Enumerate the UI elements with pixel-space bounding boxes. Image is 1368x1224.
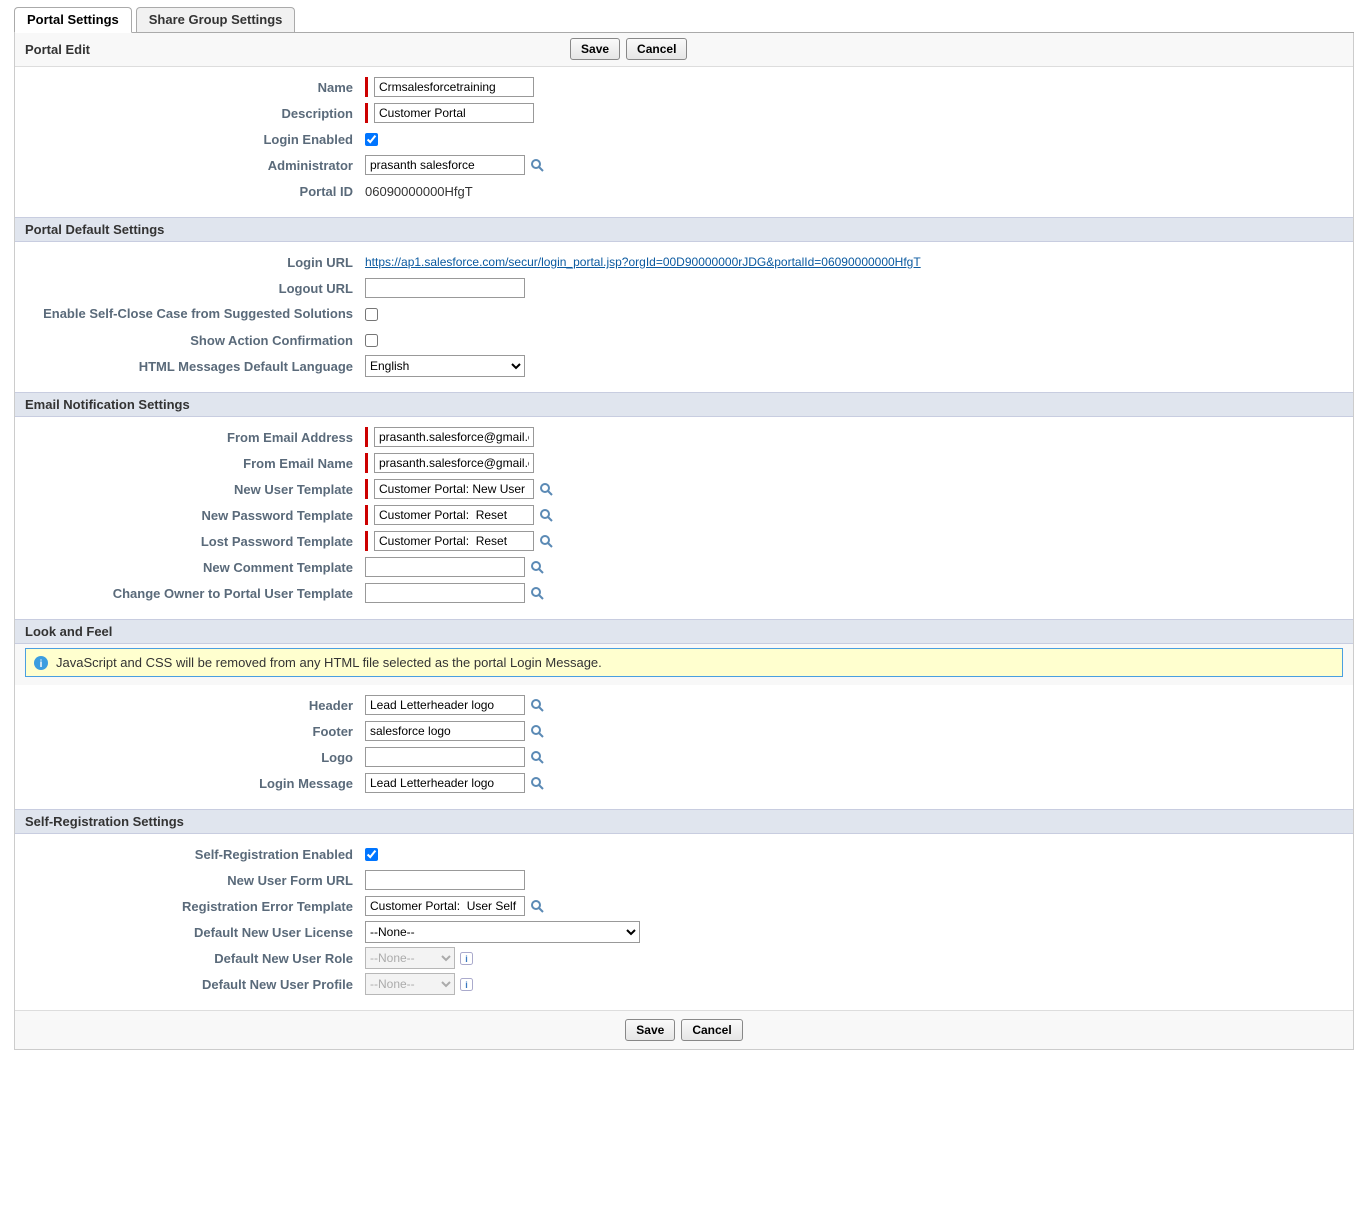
login-msg-input[interactable] <box>365 773 525 793</box>
reg-error-tpl-input[interactable] <box>365 896 525 916</box>
html-lang-label: HTML Messages Default Language <box>25 359 365 374</box>
new-user-form-input[interactable] <box>365 870 525 890</box>
logo-field-label: Logo <box>25 750 365 765</box>
login-url-label: Login URL <box>25 255 365 270</box>
bottombar: Save Cancel <box>15 1010 1353 1049</box>
new-user-tpl-input[interactable] <box>374 479 534 499</box>
topbar: Portal Edit Save Cancel <box>15 32 1353 67</box>
portal-id-value: 06090000000HfgT <box>365 184 1343 199</box>
lookup-icon[interactable] <box>538 507 554 523</box>
from-email-addr-label: From Email Address <box>25 430 365 445</box>
def-role-label: Default New User Role <box>25 951 365 966</box>
def-license-select[interactable]: --None-- <box>365 921 640 943</box>
svg-text:i: i <box>465 954 468 964</box>
self-close-checkbox[interactable] <box>365 308 378 321</box>
save-button-top[interactable]: Save <box>570 38 620 60</box>
from-email-addr-input[interactable] <box>374 427 534 447</box>
self-close-label: Enable Self-Close Case from Suggested So… <box>25 304 365 324</box>
new-comment-tpl-input[interactable] <box>365 557 525 577</box>
required-bar <box>365 479 368 499</box>
new-pwd-tpl-label: New Password Template <box>25 508 365 523</box>
selfreg-enabled-checkbox[interactable] <box>365 848 378 861</box>
page-title: Portal Edit <box>25 42 90 57</box>
section-header-look: Look and Feel <box>15 619 1353 644</box>
change-owner-tpl-input[interactable] <box>365 583 525 603</box>
change-owner-tpl-label: Change Owner to Portal User Template <box>25 586 365 601</box>
name-input[interactable] <box>374 77 534 97</box>
portal-edit-panel: Portal Edit Save Cancel Name Description… <box>14 32 1354 1050</box>
info-message-box: i JavaScript and CSS will be removed fro… <box>25 648 1343 677</box>
footer-input[interactable] <box>365 721 525 741</box>
def-license-label: Default New User License <box>25 925 365 940</box>
required-bar <box>365 427 368 447</box>
cancel-button-bottom[interactable]: Cancel <box>681 1019 742 1041</box>
html-lang-select[interactable]: English <box>365 355 525 377</box>
login-enabled-label: Login Enabled <box>25 132 365 147</box>
required-bar <box>365 505 368 525</box>
header-field-label: Header <box>25 698 365 713</box>
footer-field-label: Footer <box>25 724 365 739</box>
def-profile-select: --None-- <box>365 973 455 995</box>
selfreg-enabled-label: Self-Registration Enabled <box>25 847 365 862</box>
logo-input[interactable] <box>365 747 525 767</box>
show-action-label: Show Action Confirmation <box>25 333 365 348</box>
description-label: Description <box>25 106 365 121</box>
lookup-icon[interactable] <box>529 585 545 601</box>
reg-error-tpl-label: Registration Error Template <box>25 899 365 914</box>
login-url-link[interactable]: https://ap1.salesforce.com/secur/login_p… <box>365 255 921 269</box>
lookup-icon[interactable] <box>529 559 545 575</box>
administrator-label: Administrator <box>25 158 365 173</box>
from-email-name-input[interactable] <box>374 453 534 473</box>
from-email-name-label: From Email Name <box>25 456 365 471</box>
lookup-icon[interactable] <box>529 697 545 713</box>
info-icon[interactable]: i <box>459 951 473 965</box>
lookup-icon[interactable] <box>529 723 545 739</box>
tabs: Portal Settings Share Group Settings <box>14 7 1354 33</box>
section-header-selfreg: Self-Registration Settings <box>15 809 1353 834</box>
lookup-icon[interactable] <box>538 533 554 549</box>
tab-share-group-settings[interactable]: Share Group Settings <box>136 7 296 32</box>
section-header-email: Email Notification Settings <box>15 392 1353 417</box>
logout-url-label: Logout URL <box>25 281 365 296</box>
cancel-button-top[interactable]: Cancel <box>626 38 687 60</box>
info-icon: i <box>34 656 48 670</box>
new-pwd-tpl-input[interactable] <box>374 505 534 525</box>
lost-pwd-tpl-label: Lost Password Template <box>25 534 365 549</box>
lookup-icon[interactable] <box>529 749 545 765</box>
lookup-icon[interactable] <box>529 898 545 914</box>
info-message-text: JavaScript and CSS will be removed from … <box>56 655 602 670</box>
portal-id-label: Portal ID <box>25 184 365 199</box>
required-bar <box>365 453 368 473</box>
lookup-icon[interactable] <box>529 157 545 173</box>
info-icon[interactable]: i <box>459 977 473 991</box>
logout-url-input[interactable] <box>365 278 525 298</box>
def-role-select: --None-- <box>365 947 455 969</box>
description-input[interactable] <box>374 103 534 123</box>
svg-text:i: i <box>40 659 43 670</box>
new-user-form-label: New User Form URL <box>25 873 365 888</box>
lost-pwd-tpl-input[interactable] <box>374 531 534 551</box>
svg-text:i: i <box>465 980 468 990</box>
lookup-icon[interactable] <box>529 775 545 791</box>
def-profile-label: Default New User Profile <box>25 977 365 992</box>
name-label: Name <box>25 80 365 95</box>
lookup-icon[interactable] <box>538 481 554 497</box>
show-action-checkbox[interactable] <box>365 334 378 347</box>
required-bar <box>365 531 368 551</box>
login-msg-label: Login Message <box>25 776 365 791</box>
save-button-bottom[interactable]: Save <box>625 1019 675 1041</box>
header-input[interactable] <box>365 695 525 715</box>
administrator-input[interactable] <box>365 155 525 175</box>
tab-portal-settings[interactable]: Portal Settings <box>14 7 132 33</box>
login-enabled-checkbox[interactable] <box>365 133 378 146</box>
section-header-default: Portal Default Settings <box>15 217 1353 242</box>
new-user-tpl-label: New User Template <box>25 482 365 497</box>
required-bar <box>365 77 368 97</box>
new-comment-tpl-label: New Comment Template <box>25 560 365 575</box>
required-bar <box>365 103 368 123</box>
